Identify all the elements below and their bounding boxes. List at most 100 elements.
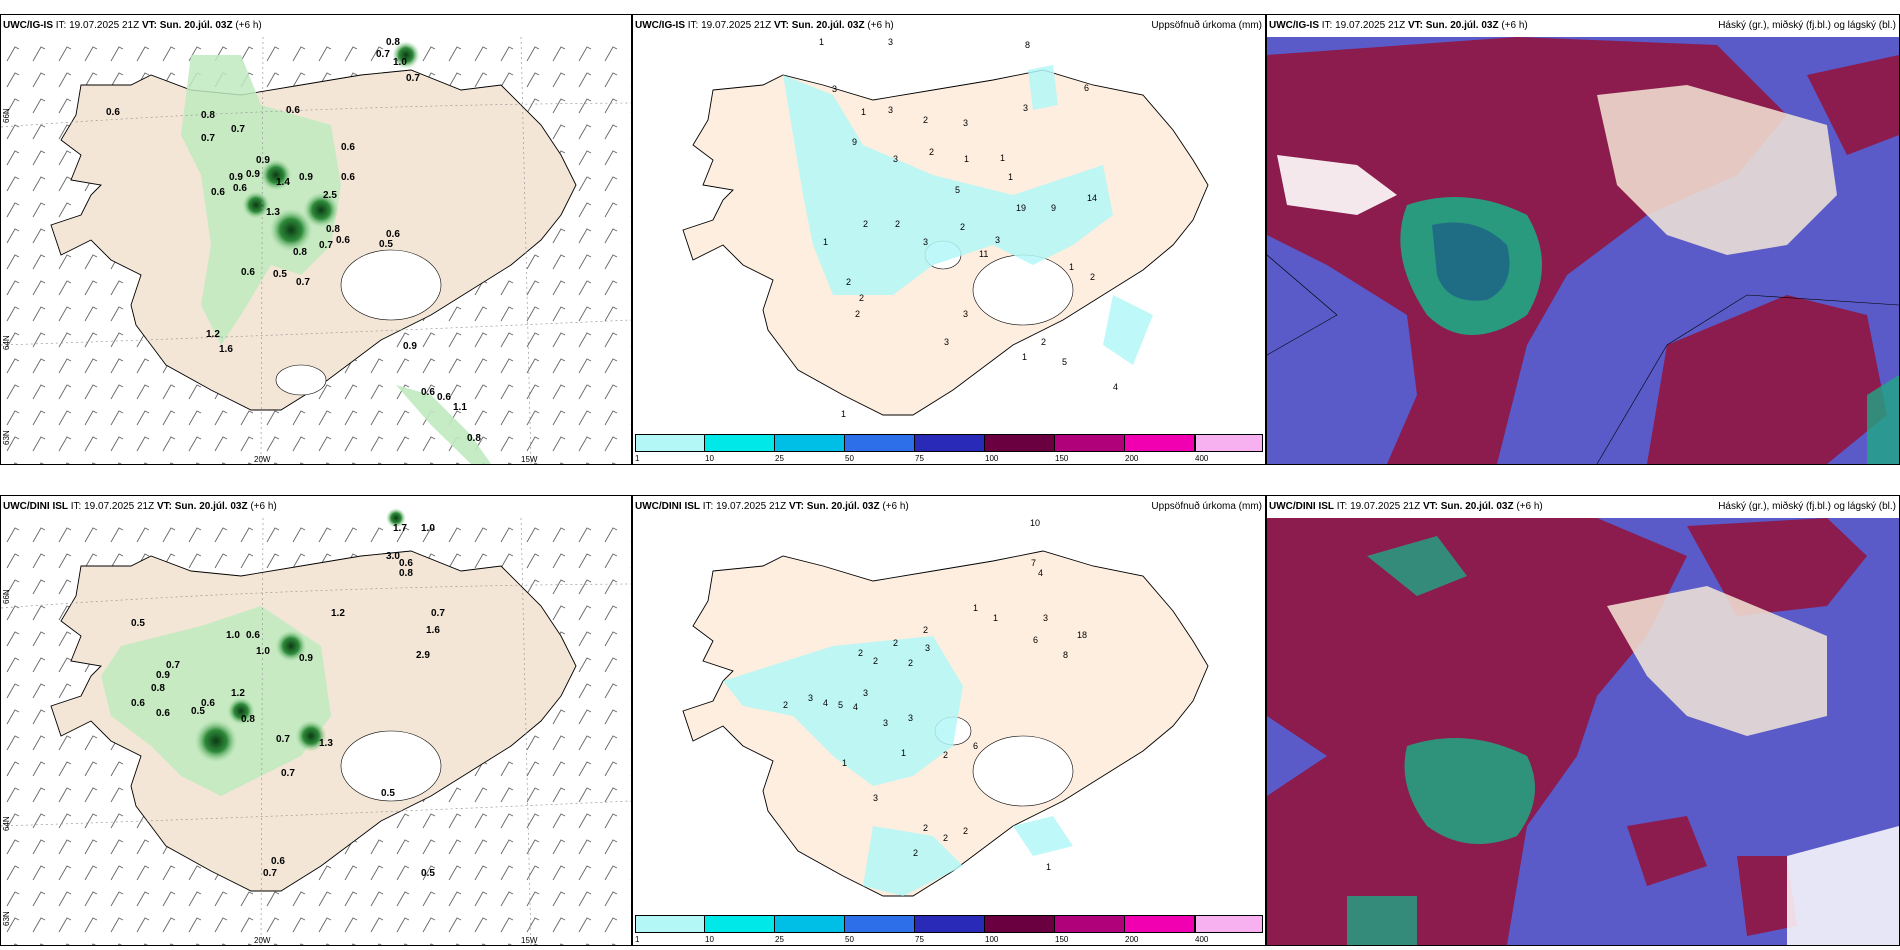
svg-text:0.6: 0.6: [341, 142, 355, 153]
svg-text:1: 1: [823, 237, 828, 247]
svg-text:0.6: 0.6: [271, 856, 285, 867]
svg-text:0.6: 0.6: [246, 630, 260, 641]
svg-text:3: 3: [995, 235, 1000, 245]
colorbar-swatch: [775, 434, 845, 452]
svg-text:0.9: 0.9: [299, 172, 313, 183]
svg-text:7: 7: [1031, 558, 1036, 568]
svg-text:20W: 20W: [254, 936, 271, 945]
svg-text:1.0: 1.0: [256, 646, 270, 657]
svg-text:5: 5: [1062, 357, 1067, 367]
svg-text:1.7: 1.7: [393, 523, 407, 534]
colorbar-swatch: [1055, 915, 1125, 933]
svg-text:11: 11: [979, 249, 988, 259]
svg-text:2.5: 2.5: [323, 190, 337, 201]
colorbar-swatch: [705, 434, 775, 452]
panel-header: UWC/IG-IS IT: 19.07.2025 21Z VT: Sun. 20…: [3, 20, 262, 31]
colorbar-swatch: [1055, 434, 1125, 452]
svg-text:0.6: 0.6: [201, 698, 215, 709]
green-value-labels: 1.7 1.0 3.0 0.6 0.8 0.5 1.0 0.6 1.2 0.7 …: [131, 523, 445, 879]
svg-text:0.7: 0.7: [406, 73, 420, 84]
svg-text:2: 2: [859, 293, 864, 303]
svg-text:2: 2: [963, 826, 968, 836]
svg-text:5: 5: [838, 700, 843, 710]
svg-text:0.6: 0.6: [421, 387, 435, 398]
panel-precip-top: UWC/IG-IS IT: 19.07.2025 21Z VT: Sun. 20…: [632, 14, 1266, 465]
svg-text:0.6: 0.6: [156, 708, 170, 719]
svg-text:3: 3: [923, 237, 928, 247]
svg-text:0.9: 0.9: [256, 155, 270, 166]
svg-text:0.5: 0.5: [273, 269, 287, 280]
colorbar-swatch: [915, 915, 985, 933]
svg-text:0.8: 0.8: [399, 568, 413, 579]
svg-text:2: 2: [846, 277, 851, 287]
svg-text:1: 1: [1069, 262, 1074, 272]
cloud-map: [1267, 37, 1899, 464]
svg-text:0.8: 0.8: [467, 433, 481, 444]
svg-text:3: 3: [963, 309, 968, 319]
svg-text:1.1: 1.1: [453, 402, 467, 413]
svg-text:0.9: 0.9: [403, 341, 417, 352]
svg-text:2.9: 2.9: [416, 650, 430, 661]
svg-text:0.6: 0.6: [386, 229, 400, 240]
green-value-labels: 0.8 0.7 1.0 0.7 0.6 0.8 0.6 0.7 0.7 0.6 …: [106, 37, 481, 444]
svg-text:2: 2: [923, 823, 928, 833]
colorbar-swatch: [635, 434, 705, 452]
svg-text:1.4: 1.4: [276, 177, 290, 188]
colorbar-swatch: [1195, 434, 1263, 452]
svg-text:1: 1: [1046, 862, 1051, 872]
svg-text:3: 3: [832, 84, 837, 94]
svg-text:0.7: 0.7: [166, 660, 180, 671]
colorbar-swatch: [845, 434, 915, 452]
svg-text:5: 5: [955, 185, 960, 195]
svg-text:10: 10: [1030, 518, 1040, 528]
svg-text:1.2: 1.2: [331, 608, 345, 619]
svg-text:14: 14: [1087, 193, 1097, 203]
svg-text:0.5: 0.5: [191, 706, 205, 717]
svg-text:1: 1: [841, 409, 846, 419]
svg-text:4: 4: [1113, 382, 1118, 392]
svg-text:0.8: 0.8: [326, 224, 340, 235]
colorbar-swatch: [1195, 915, 1263, 933]
svg-text:2: 2: [783, 700, 788, 710]
svg-text:3: 3: [925, 643, 930, 653]
svg-text:2: 2: [923, 115, 928, 125]
svg-text:3: 3: [883, 718, 888, 728]
svg-text:15W: 15W: [521, 936, 538, 945]
svg-text:0.7: 0.7: [296, 277, 310, 288]
precip-value-labels: 10 7 4 1 1 3 18 6 8 2 2 3 2 2 2 3 4 5 4 …: [783, 518, 1087, 872]
precip-map: 10 7 4 1 1 3 18 6 8 2 2 3 2 2 2 3 4 5 4 …: [682, 518, 1209, 897]
svg-text:0.8: 0.8: [293, 247, 307, 258]
svg-text:1: 1: [973, 603, 978, 613]
svg-text:0.9: 0.9: [299, 653, 313, 664]
svg-text:20W: 20W: [254, 455, 271, 464]
svg-text:1.2: 1.2: [206, 329, 220, 340]
glacier: [340, 249, 442, 321]
svg-text:2: 2: [863, 219, 868, 229]
svg-text:4: 4: [823, 698, 828, 708]
svg-text:0.5: 0.5: [421, 868, 435, 879]
svg-text:0.5: 0.5: [379, 239, 393, 250]
panel-header: UWC/DINI ISL IT: 19.07.2025 21Z VT: Sun.…: [635, 501, 1262, 512]
svg-text:0.7: 0.7: [231, 124, 245, 135]
svg-text:0.7: 0.7: [431, 608, 445, 619]
svg-text:0.7: 0.7: [276, 734, 290, 745]
svg-text:3: 3: [873, 793, 878, 803]
svg-text:0.7: 0.7: [263, 868, 277, 879]
panel-wind-bottom: UWC/DINI ISL IT: 19.07.2025 21Z VT: Sun.…: [0, 495, 632, 946]
svg-text:3: 3: [888, 37, 893, 47]
panel-header: UWC/IG-IS IT: 19.07.2025 21Z VT: Sun. 20…: [1267, 15, 1899, 37]
svg-text:3: 3: [808, 693, 813, 703]
panel-header: UWC/DINI ISL IT: 19.07.2025 21Z VT: Sun.…: [3, 501, 277, 512]
svg-text:0.6: 0.6: [437, 392, 451, 403]
wind-map: 0.8 0.7 1.0 0.7 0.6 0.8 0.6 0.7 0.7 0.6 …: [1, 36, 631, 464]
svg-text:2: 2: [873, 656, 878, 666]
colorbar-swatch: [985, 434, 1055, 452]
svg-text:0.8: 0.8: [151, 683, 165, 694]
svg-text:19: 19: [1016, 203, 1026, 213]
svg-text:0.6: 0.6: [233, 183, 247, 194]
svg-text:0.6: 0.6: [106, 107, 120, 118]
colorbar: 1 10 25 50 75 100 150 200 400: [633, 915, 1265, 945]
colorbar-swatch: [915, 434, 985, 452]
svg-text:2: 2: [913, 848, 918, 858]
svg-text:1: 1: [842, 758, 847, 768]
